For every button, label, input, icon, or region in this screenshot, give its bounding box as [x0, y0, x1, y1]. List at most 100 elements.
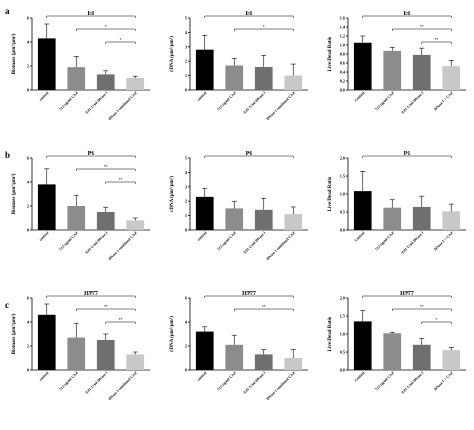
- chart-panel-3: P1 0 2 4 6 Biomass (μm³/μm²) control 512 ug/ml …: [11, 151, 150, 261]
- significance-label: *: [406, 151, 408, 156]
- y-tick-label: 1: [185, 73, 187, 78]
- bar: [96, 340, 115, 370]
- bar: [383, 50, 402, 90]
- bar: [67, 67, 86, 90]
- y-axis-label: Live/Dead Ratio: [328, 36, 333, 71]
- bar: [383, 333, 402, 370]
- y-tick-label: 0.5: [340, 350, 345, 355]
- category-label: 0.01 U/ml DNase I: [401, 371, 425, 395]
- y-tick-label: 1.0: [340, 192, 345, 197]
- bar: [195, 331, 214, 370]
- y-tick-label: 1.0: [340, 332, 345, 337]
- bar: [37, 314, 56, 370]
- bar: [412, 206, 431, 230]
- y-tick-label: 2: [185, 344, 187, 349]
- chart-panel-5: P1 0.0 0.5 1.0 1.5 2.0 Live/Dead Ratio Control 5…: [328, 151, 466, 255]
- y-tick-label: 2.0: [340, 156, 345, 161]
- y-tick-label: 6: [27, 156, 29, 161]
- significance-bracket: [362, 155, 452, 158]
- significance-bracket: [76, 168, 136, 171]
- category-label: 0.01 U/ml DNase I: [243, 91, 267, 115]
- significance-bracket: [421, 41, 452, 44]
- significance-bracket: [204, 155, 294, 158]
- y-tick-label: 0: [27, 228, 29, 233]
- y-tick-label: 4: [27, 320, 30, 325]
- category-label: DNase I combined CAZ: [266, 231, 297, 262]
- category-label: control: [38, 371, 49, 382]
- bar: [412, 344, 431, 370]
- bar: [412, 54, 431, 90]
- significance-label: **: [104, 304, 108, 309]
- category-label: 0.01 U/ml DNase I: [85, 91, 109, 115]
- category-label: 512 ug/ml CAZ: [375, 91, 396, 112]
- y-tick-label: 2: [185, 59, 187, 64]
- category-label: DNase I + CAZ: [433, 231, 454, 252]
- category-label: 512 ug/ml CAZ: [59, 231, 80, 252]
- category-label: 512 ug/ml CAZ: [375, 371, 396, 392]
- bar: [67, 337, 86, 370]
- category-label: 512 ug/ml CAZ: [59, 371, 80, 392]
- bar: [225, 344, 244, 370]
- category-label: Control: [354, 371, 366, 383]
- chart-title: P1: [246, 151, 253, 157]
- significance-label: **: [119, 177, 123, 182]
- significance-label: *: [263, 24, 265, 29]
- y-tick-label: 5: [185, 16, 187, 21]
- y-tick-label: 0: [27, 88, 29, 93]
- chart-title: H777: [84, 291, 98, 297]
- bar: [126, 220, 145, 230]
- category-label: DNase I combined CAZ: [108, 371, 139, 402]
- y-tick-label: 0.5: [340, 210, 345, 215]
- category-label: DNase I combined CAZ: [266, 371, 297, 402]
- y-tick-label: 4: [27, 40, 30, 45]
- significance-label: **: [119, 317, 123, 322]
- significance-bracket: [204, 15, 294, 18]
- bar: [225, 65, 244, 90]
- bar: [284, 75, 303, 90]
- bar: [225, 208, 244, 230]
- y-tick-label: 0.6: [340, 61, 345, 66]
- y-tick-label: 0: [27, 368, 29, 373]
- bar: [126, 78, 145, 90]
- y-axis-label: Biomass (μm³/μm²): [11, 173, 17, 214]
- y-tick-label: 2.0: [340, 296, 345, 301]
- significance-bracket: [234, 28, 294, 31]
- significance-label: **: [435, 37, 439, 42]
- significance-label: **: [262, 304, 266, 309]
- significance-bracket: [76, 308, 136, 311]
- significance-label: **: [89, 291, 93, 296]
- significance-bracket: [105, 181, 136, 184]
- chart-title: H777: [242, 291, 256, 297]
- chart-panel-4: P1 0 1 2 3 4 5 cDNA (μm³/μm²) control 512 ug/ml C…: [169, 151, 308, 261]
- row-label-c: c: [5, 300, 9, 310]
- chart-panel-1: L1 0 1 2 3 4 5 cDNA (μm³/μm²) control 512 ug/ml C…: [169, 11, 308, 121]
- category-label: 0.01 U/ml DNase I: [401, 231, 425, 255]
- chart-panel-2: L1 0.0 0.2 0.4 0.6 0.8 1.0 1.2 1.4 1.6 Live/Dead R…: [328, 11, 466, 115]
- category-label: 0.01 U/ml DNase I: [85, 371, 109, 395]
- y-tick-label: 4: [185, 170, 188, 175]
- category-label: control: [38, 231, 49, 242]
- category-label: Control: [354, 91, 366, 103]
- bar: [37, 38, 56, 90]
- y-tick-label: 1.4: [340, 25, 346, 30]
- significance-bracket: [105, 321, 136, 324]
- category-label: Control: [354, 231, 366, 243]
- y-tick-label: 0.2: [340, 79, 345, 84]
- y-tick-label: 1.0: [340, 43, 345, 48]
- y-axis-label: Biomass (μm³/μm²): [11, 313, 17, 354]
- bar: [96, 212, 115, 230]
- bar: [195, 49, 214, 90]
- category-label: 512 ug/ml CAZ: [217, 91, 238, 112]
- y-tick-label: 5: [185, 156, 187, 161]
- bar: [284, 358, 303, 370]
- chart-title: P1: [88, 151, 95, 157]
- y-tick-label: 2: [27, 64, 29, 69]
- y-tick-label: 6: [27, 296, 29, 301]
- bar: [353, 42, 372, 90]
- bar: [96, 74, 115, 90]
- category-label: DNase I combined CAZ: [266, 91, 297, 122]
- chart-title: H777: [400, 291, 414, 297]
- y-tick-label: 1.5: [340, 174, 345, 179]
- bar: [254, 209, 273, 230]
- category-label: control: [196, 371, 207, 382]
